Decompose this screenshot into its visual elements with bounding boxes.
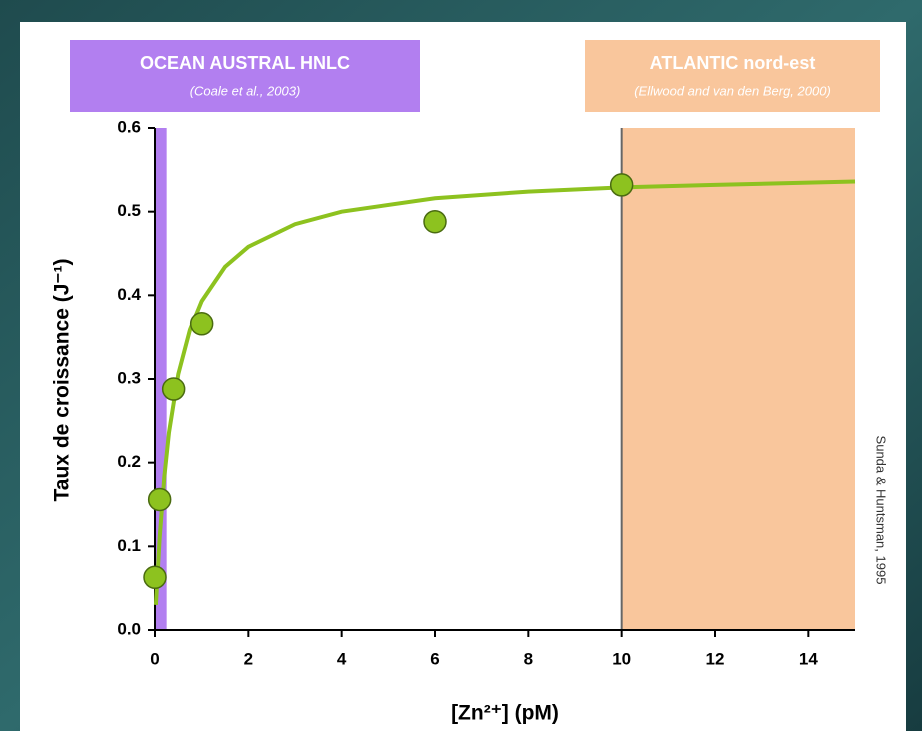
y-axis-label: Taux de croissance (J⁻¹) (51, 259, 74, 502)
y-tick-label: 0.5 (117, 201, 141, 220)
data-point (163, 378, 185, 400)
x-axis-label: [Zn²⁺] (pM) (451, 702, 559, 725)
data-point (144, 566, 166, 588)
region-label-box (70, 40, 420, 112)
x-tick-label: 0 (150, 649, 159, 668)
x-tick-label: 2 (244, 649, 253, 668)
data-point (611, 174, 633, 196)
region-label-box (585, 40, 880, 112)
chart: Taux de croissance (J⁻¹) [Zn²⁺] (pM) Sun… (0, 0, 922, 731)
page: {"chart_data": {"type": "scatter", "y_la… (0, 0, 922, 731)
x-tick-label: 8 (524, 649, 533, 668)
credit: Sunda & Huntsman, 1995 (874, 436, 889, 585)
y-tick-label: 0.4 (117, 285, 141, 304)
data-point (191, 313, 213, 335)
region-source: (Ellwood and van den Berg, 2000) (634, 83, 831, 98)
region-label: ATLANTIC nord-est (650, 53, 816, 73)
region-source: (Coale et al., 2003) (190, 83, 301, 98)
y-tick-label: 0.3 (117, 368, 141, 387)
y-tick-label: 0.2 (117, 452, 141, 471)
x-tick-label: 12 (706, 649, 725, 668)
x-tick-label: 6 (430, 649, 439, 668)
region (622, 128, 855, 630)
x-tick-label: 14 (799, 649, 818, 668)
y-tick-label: 0.0 (117, 619, 141, 638)
x-tick-label: 4 (337, 649, 347, 668)
x-tick-label: 10 (612, 649, 631, 668)
region-label: OCEAN AUSTRAL HNLC (140, 53, 350, 73)
data-point (424, 211, 446, 233)
y-tick-label: 0.1 (117, 536, 141, 555)
data-point (149, 488, 171, 510)
y-tick-label: 0.6 (117, 117, 141, 136)
